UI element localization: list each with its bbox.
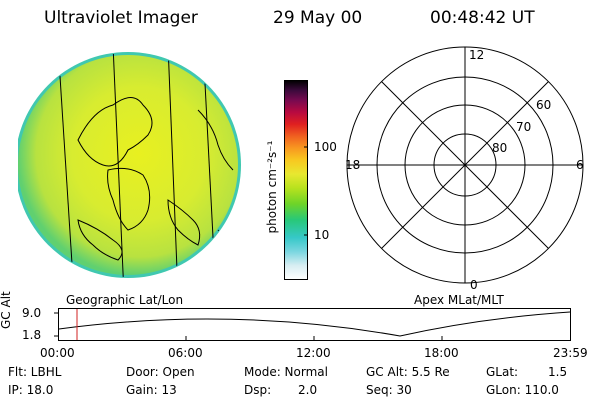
mlt-label-0: 0 — [470, 278, 478, 292]
geographic-label: Geographic Lat/Lon — [66, 293, 184, 307]
info-glat-value: 1.5 — [548, 365, 568, 379]
info-ip: IP: 18.0 — [8, 383, 54, 397]
info-dsp-label: Dsp: — [244, 383, 272, 397]
altitude-curve — [58, 311, 571, 337]
info-gc-alt: GC Alt: 5.5 Re — [366, 365, 450, 379]
colorbar-tick-10: 10 — [314, 228, 330, 242]
info-gain: Gain: 13 — [126, 383, 177, 397]
info-door: Door: Open — [126, 365, 195, 379]
altitude-axis-label: GC Alt — [0, 291, 13, 329]
lat-label-80: 80 — [492, 141, 507, 155]
info-glat-label: GLat: — [486, 365, 519, 379]
x-tick-2359: 23:59 — [553, 346, 588, 360]
x-tick-0000: 00:00 — [40, 346, 75, 360]
info-glon: GLon: 110.0 — [486, 383, 559, 397]
colorbar-unit-label: photon cm⁻²s⁻¹ — [265, 140, 279, 234]
mlt-label-12: 12 — [469, 48, 484, 62]
mlt-label-18: 18 — [345, 158, 360, 172]
apex-label: Apex MLat/MLT — [414, 293, 504, 307]
altitude-y-bottom: 1.8 — [22, 328, 42, 342]
lat-label-70: 70 — [516, 120, 531, 134]
colorbar — [284, 80, 308, 280]
x-tick-1800: 18:00 — [424, 346, 459, 360]
info-flt: Flt: LBHL — [8, 365, 62, 379]
altitude-y-top: 9.0 — [22, 306, 42, 320]
earth-disk — [18, 55, 238, 275]
date-label: 29 May 00 — [273, 8, 363, 28]
app-title: Ultraviolet Imager — [44, 8, 198, 28]
x-tick-0600: 06:00 — [168, 346, 203, 360]
time-label: 00:48:42 UT — [430, 8, 535, 28]
earth-uv-image[interactable] — [18, 50, 258, 290]
mlt-label-6: 6 — [576, 158, 584, 172]
info-mode: Mode: Normal — [244, 365, 328, 379]
info-seq: Seq: 30 — [366, 383, 412, 397]
altitude-plot[interactable] — [0, 302, 600, 346]
lat-label-60: 60 — [536, 98, 551, 112]
info-dsp-value: 2.0 — [298, 383, 318, 397]
colorbar-tick-100: 100 — [314, 140, 337, 154]
polar-grid: 12 18 6 0 60 70 80 — [345, 46, 584, 292]
x-tick-1200: 12:00 — [296, 346, 331, 360]
